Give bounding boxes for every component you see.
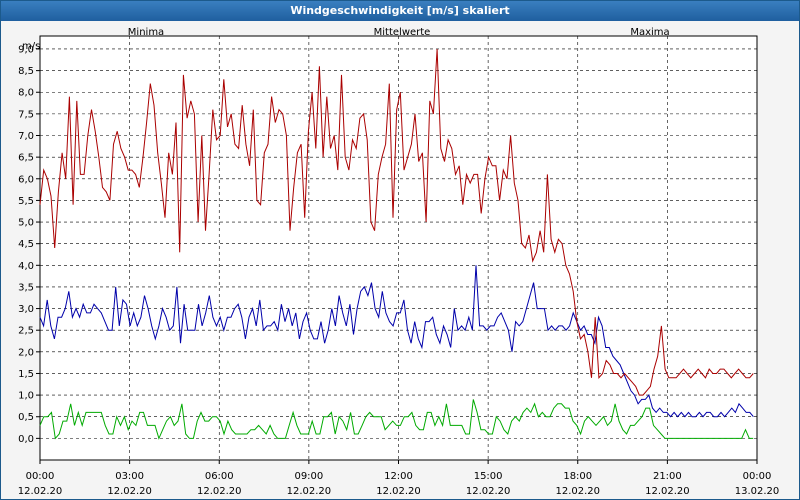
y-tick-label: 5,0 — [18, 218, 34, 229]
x-tick-date: 12.02.20 — [645, 486, 690, 497]
y-tick-label: 0,0 — [18, 434, 34, 445]
x-tick-time: 06:00 — [205, 471, 234, 482]
x-tick-date: 12.02.20 — [555, 486, 600, 497]
series-line-minima — [39, 399, 754, 440]
y-tick-label: 0,5 — [18, 412, 34, 423]
x-tick-time: 18:00 — [563, 471, 592, 482]
x-tick-date: 13.02.20 — [735, 486, 780, 497]
y-tick-label: 1,0 — [18, 391, 34, 402]
y-tick-label: 3,5 — [18, 282, 34, 293]
y-tick-label: 2,5 — [18, 326, 34, 337]
y-tick-label: 8,5 — [18, 66, 34, 77]
y-axis-unit: m/s — [22, 41, 40, 52]
x-tick-time: 09:00 — [294, 471, 323, 482]
y-tick-label: 6,0 — [18, 174, 34, 185]
x-tick-time: 15:00 — [474, 471, 503, 482]
y-tick-label: 3,0 — [18, 304, 34, 315]
legend-mittelwerte: Mittelwerte — [374, 27, 431, 38]
y-tick-label: 8,0 — [18, 88, 34, 99]
x-tick-date: 12.02.20 — [466, 486, 511, 497]
x-tick-time: 12:00 — [384, 471, 413, 482]
x-tick-time: 00:00 — [26, 471, 55, 482]
x-tick-date: 12.02.20 — [287, 486, 332, 497]
y-tick-label: 4,0 — [18, 261, 34, 272]
x-tick-time: 21:00 — [653, 471, 682, 482]
window-title: Windgeschwindigkeit [m/s] skaliert — [1, 1, 799, 21]
y-tick-label: 7,5 — [18, 109, 34, 120]
y-tick-label: 9,0 — [18, 44, 34, 55]
legend-maxima: Maxima — [630, 27, 669, 38]
series-line-mittelwerte — [39, 265, 754, 418]
x-tick-date: 12.02.20 — [376, 486, 421, 497]
x-tick-date: 12.02.20 — [197, 486, 242, 497]
x-tick-date: 12.02.20 — [107, 486, 152, 497]
x-tick-time: 00:00 — [743, 471, 772, 482]
legend-minima: Minima — [128, 27, 164, 38]
y-tick-label: 2,0 — [18, 347, 34, 358]
series-line-maxima — [39, 48, 754, 396]
x-tick-date: 12.02.20 — [18, 486, 63, 497]
y-tick-label: 1,5 — [18, 369, 34, 380]
y-tick-label: 5,5 — [18, 196, 34, 207]
y-tick-label: 7,0 — [18, 131, 34, 142]
x-tick-time: 03:00 — [115, 471, 144, 482]
y-tick-label: 4,5 — [18, 239, 34, 250]
y-tick-label: 6,5 — [18, 153, 34, 164]
